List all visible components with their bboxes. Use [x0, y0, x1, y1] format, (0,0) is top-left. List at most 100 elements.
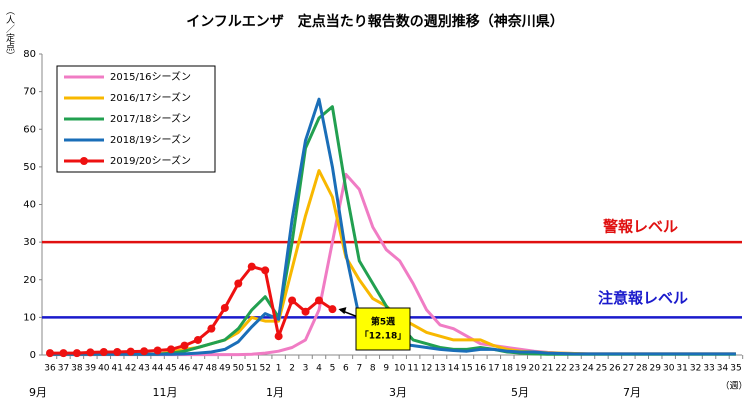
x-tick-label: 44 — [152, 364, 164, 374]
legend-marker — [80, 157, 88, 165]
x-tick-label: 20 — [528, 364, 540, 374]
x-tick-label: 24 — [582, 364, 594, 374]
month-label: 11月 — [153, 386, 178, 399]
x-tick-label: 1 — [276, 364, 282, 374]
y-tick-label: 10 — [23, 312, 36, 323]
annotation-arrowhead — [338, 307, 347, 315]
x-tick-label: 33 — [703, 364, 714, 374]
x-tick-label: 25 — [596, 364, 607, 374]
x-tick-label: 15 — [461, 364, 472, 374]
x-tick-label: 11 — [407, 364, 418, 374]
x-tick-label: 43 — [138, 364, 149, 374]
annotation-box — [355, 307, 411, 351]
y-tick-label: 30 — [23, 237, 36, 248]
x-tick-label: 38 — [71, 364, 83, 374]
x-tick-label: 49 — [219, 364, 231, 374]
x-tick-label: 39 — [85, 364, 97, 374]
x-tick-label: 46 — [179, 364, 191, 374]
x-tick-label: 37 — [58, 364, 69, 374]
legend-label: 2015/16シーズン — [110, 70, 191, 83]
annotation-text: 「12.18」 — [360, 330, 406, 342]
x-tick-label: 18 — [502, 364, 514, 374]
x-tick-label: 34 — [717, 364, 729, 374]
x-tick-label: 28 — [636, 364, 648, 374]
y-tick-label: 20 — [23, 275, 36, 286]
x-tick-label: 36 — [44, 364, 56, 374]
month-label: 5月 — [511, 386, 529, 399]
x-tick-label: 47 — [192, 364, 203, 374]
series-marker — [72, 349, 81, 358]
x-tick-label: 2 — [289, 364, 295, 374]
month-label: 3月 — [389, 386, 407, 399]
series-marker — [301, 307, 310, 316]
y-tick-label: 60 — [23, 124, 36, 135]
month-label: 1月 — [266, 386, 284, 399]
series-marker — [247, 262, 256, 271]
x-tick-label: 48 — [206, 364, 218, 374]
x-tick-label: 13 — [434, 364, 445, 374]
x-tick-label: 12 — [421, 364, 432, 374]
legend-label: 2016/17シーズン — [110, 91, 191, 104]
month-label: 7月 — [623, 386, 641, 399]
x-tick-label: 4 — [316, 364, 322, 374]
series-marker — [46, 349, 54, 358]
y-tick-label: 80 — [23, 49, 36, 60]
reference-label: 警報レベル — [602, 218, 678, 236]
x-tick-label: 40 — [98, 364, 110, 374]
x-tick-label: 52 — [259, 364, 270, 374]
series-marker — [167, 345, 176, 354]
chart-title: インフルエンザ 定点当たり報告数の週別推移（神奈川県） — [186, 13, 564, 30]
x-unit: （週） — [720, 381, 747, 392]
series-line — [50, 265, 334, 355]
x-tick-label: 30 — [663, 364, 675, 374]
series-marker — [59, 349, 68, 358]
y-axis-label: （人／定点） — [4, 6, 15, 60]
x-tick-label: 23 — [569, 364, 580, 374]
x-tick-label: 29 — [650, 364, 662, 374]
legend-label: 2018/19シーズン — [110, 133, 191, 146]
series-marker — [234, 279, 243, 288]
x-tick-label: 42 — [125, 364, 136, 374]
x-tick-label: 16 — [475, 364, 487, 374]
series-marker — [288, 296, 297, 305]
series-marker — [113, 347, 122, 356]
x-tick-label: 41 — [112, 364, 123, 374]
x-tick-label: 8 — [370, 364, 376, 374]
y-tick-label: 50 — [23, 162, 36, 173]
y-tick-label: 70 — [23, 87, 36, 98]
x-tick-label: 21 — [542, 364, 553, 374]
x-tick-label: 27 — [623, 364, 634, 374]
series-marker — [180, 341, 189, 350]
series-marker — [86, 348, 95, 357]
month-label: 9月 — [29, 386, 47, 399]
series-marker — [220, 303, 229, 312]
series-marker — [153, 346, 162, 355]
legend-label: 2019/20シーズン — [110, 154, 191, 167]
x-tick-label: 31 — [676, 364, 687, 374]
series-marker — [193, 335, 202, 344]
x-tick-label: 50 — [233, 364, 245, 374]
x-tick-label: 14 — [448, 364, 460, 374]
x-tick-label: 19 — [515, 364, 527, 374]
series-marker — [328, 305, 337, 314]
x-tick-label: 26 — [609, 364, 621, 374]
x-tick-label: 10 — [394, 364, 406, 374]
x-tick-label: 6 — [343, 364, 349, 374]
x-tick-label: 9 — [383, 364, 389, 374]
legend-label: 2017/18シーズン — [110, 112, 191, 125]
x-tick-label: 51 — [246, 364, 257, 374]
x-tick-label: 22 — [555, 364, 566, 374]
x-tick-label: 32 — [690, 364, 701, 374]
series-marker — [140, 347, 149, 356]
x-tick-label: 17 — [488, 364, 499, 374]
reference-label: 注意報レベル — [598, 289, 688, 307]
series-marker — [99, 347, 108, 356]
series-marker — [274, 332, 283, 341]
y-tick-label: 0 — [30, 350, 36, 361]
series-marker — [315, 296, 323, 305]
annotation-text: 第5週 — [371, 316, 396, 328]
x-tick-label: 7 — [356, 364, 362, 374]
series-marker — [207, 324, 216, 333]
x-tick-label: 3 — [303, 364, 309, 374]
